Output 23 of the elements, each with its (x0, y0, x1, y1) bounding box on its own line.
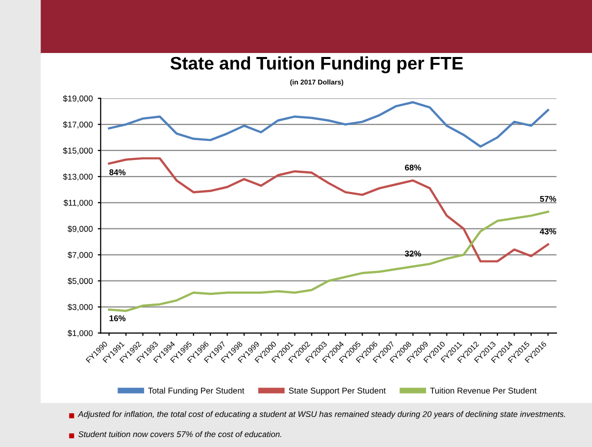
chart-title: State and Tuition Funding per FTE (170, 56, 463, 74)
annotation: 57% (540, 196, 556, 202)
legend-label: Total Funding Per Student (148, 387, 244, 396)
annotation: 16% (110, 315, 126, 322)
y-tick-label: $19,000 (62, 95, 93, 102)
annotation: 32% (404, 250, 422, 257)
line-series (108, 101, 550, 148)
y-tick-label: $7,000 (68, 252, 93, 259)
annotation: 43% (540, 228, 556, 234)
text: Adjusted for inflation, the total cost of educating a student at WSU has remained steady during 20 years of declining state investments. (78, 410, 565, 419)
annotation: 84% (109, 169, 126, 176)
y-tick-label: $13,000 (62, 173, 93, 181)
y-tick-label: $15,000 (62, 147, 93, 155)
y-tick-label: $11,000 (64, 199, 93, 207)
legend-label: Tuition Revenue Per Student (430, 387, 537, 394)
y-tick-label: $1,000 (68, 330, 93, 338)
text: Student tuition now covers 57% of the cost of education. (78, 431, 282, 438)
annotation: 68% (404, 164, 422, 170)
y-tick-label: $3,000 (68, 304, 93, 312)
y-tick-label: $9,000 (68, 226, 93, 233)
y-tick-label: $17,000 (62, 121, 93, 128)
legend-label: State Support Per Student (288, 387, 386, 396)
y-tick-label: $5,000 (68, 278, 93, 285)
